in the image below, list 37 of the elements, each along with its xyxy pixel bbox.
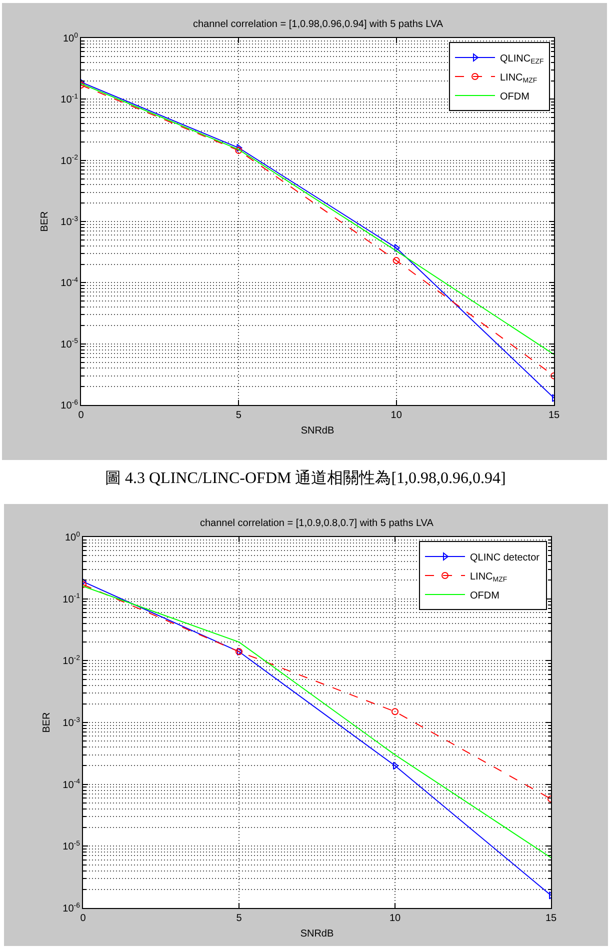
legend-label: LINC$_{MZF}$ [500,72,538,84]
x-tick-label: 10 [390,410,402,421]
y-tick-label: 10$^{0}$ [64,531,80,544]
y-tick-label: 10$^{-6}$ [62,902,80,914]
legend-label: OFDM [500,91,530,102]
legend-label: OFDM [470,590,500,602]
legend-label: LINC$_{MZF}$ [470,571,508,584]
y-tick-label: 10$^{-3}$ [62,716,80,729]
y-tick-label: 10$^{-5}$ [62,840,80,853]
caption: 圖 4.3 QLINC/LINC-OFDM 通道相關性為[1,0.98,0.96,0.94] [105,469,506,487]
x-tick-label: 15 [548,410,560,421]
x-tick-label: 0 [78,410,84,421]
x-tick-label: 5 [236,913,242,924]
y-tick-label: 10$^{-3}$ [60,216,78,228]
y-tick-label: 10$^{-4}$ [62,778,80,791]
x-tick-label: 5 [236,410,242,421]
y-tick-label: 10$^{-6}$ [60,399,78,412]
y-tick-label: 10$^{-2}$ [60,154,78,167]
y-tick-label: 10$^{-5}$ [60,338,78,350]
y-axis-title: BER [40,211,51,232]
x-tick-label: 0 [80,913,86,924]
y-tick-label: 10$^{-1}$ [62,593,80,606]
x-tick-label: 10 [389,913,401,924]
point [236,144,242,152]
y-tick-label: 10$^{-4}$ [60,276,78,290]
x-axis-title: SNRdB [300,426,334,436]
point [394,244,400,252]
x-axis-title: SNRdB [300,928,334,940]
y-tick-label: 10$^{-2}$ [62,654,80,668]
chart-title: channel correlation = [1,0.9,0.8,0.7] with 5 paths LVA [200,518,434,529]
y-tick-label: 10$^{0}$ [62,32,78,44]
y-tick-label: 10$^{-1}$ [60,93,78,106]
y-axis-title: BER [42,712,53,733]
chart-title: channel correlation = [1,0.98,0.96,0.94] with 5 paths LVA [193,19,444,30]
legend-label: QLINC$_{EZF}$ [500,53,544,66]
legend-label: QLINC detector [470,552,540,564]
x-tick-label: 15 [545,913,557,924]
